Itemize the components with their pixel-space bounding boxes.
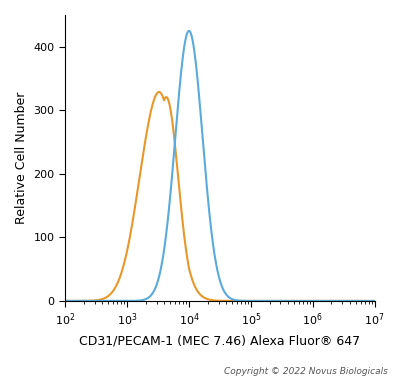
X-axis label: CD31/PECAM-1 (MEC 7.46) Alexa Fluor® 647: CD31/PECAM-1 (MEC 7.46) Alexa Fluor® 647 [79, 335, 360, 348]
Y-axis label: Relative Cell Number: Relative Cell Number [15, 92, 28, 224]
Text: Copyright © 2022 Novus Biologicals: Copyright © 2022 Novus Biologicals [224, 367, 388, 376]
